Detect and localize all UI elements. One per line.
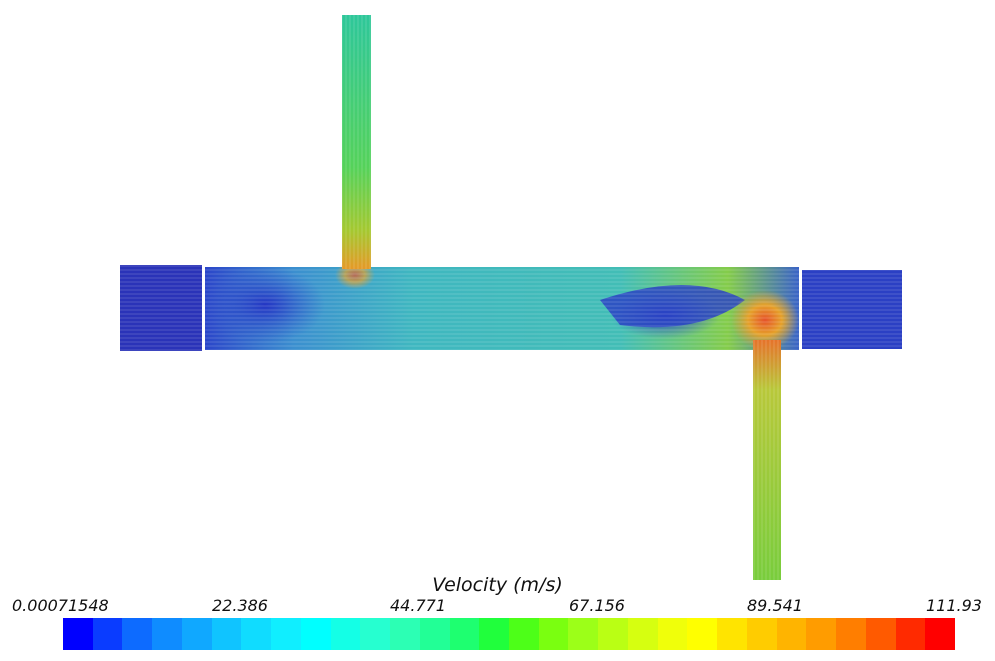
colorbar-swatch-8 xyxy=(300,618,331,650)
legend-title: Velocity (m/s) xyxy=(432,574,563,596)
colorbar-swatch-14 xyxy=(479,618,510,650)
colorbar-swatch-18 xyxy=(598,618,628,650)
legend-tick-2: 44.771 xyxy=(390,596,446,615)
velocity-colorbar xyxy=(63,618,956,650)
legend-tick-1: 22.386 xyxy=(212,596,268,615)
colorbar-swatch-21 xyxy=(687,618,718,650)
colorbar-swatch-7 xyxy=(271,618,301,650)
colorbar-swatch-25 xyxy=(806,618,837,650)
colorbar-swatch-0 xyxy=(63,618,93,650)
right-outlet-duct xyxy=(802,270,902,349)
colorbar-swatch-20 xyxy=(657,618,688,650)
colorbar-swatch-2 xyxy=(122,618,153,650)
velocity-field xyxy=(120,15,902,580)
main-duct xyxy=(205,261,799,350)
colorbar-swatch-29 xyxy=(925,618,956,650)
colorbar-swatch-28 xyxy=(895,618,926,650)
colorbar-swatch-17 xyxy=(568,618,599,650)
colorbar-swatch-5 xyxy=(211,618,242,650)
legend-tick-4: 89.541 xyxy=(747,596,803,615)
colorbar-swatch-16 xyxy=(538,618,569,650)
colorbar-swatch-11 xyxy=(390,618,420,650)
bottom-branch-pipe xyxy=(753,340,781,580)
colorbar-swatch-19 xyxy=(627,618,658,650)
colorbar-swatch-12 xyxy=(419,618,450,650)
colorbar-swatch-1 xyxy=(92,618,123,650)
left-inlet-duct xyxy=(120,265,202,351)
colorbar-swatch-24 xyxy=(776,618,807,650)
legend-tick-3: 67.156 xyxy=(569,596,625,615)
top-branch-pipe xyxy=(342,15,371,269)
colorbar-swatch-27 xyxy=(865,618,896,650)
colorbar-swatch-13 xyxy=(449,618,480,650)
colorbar-swatch-6 xyxy=(241,618,272,650)
colorbar-swatch-15 xyxy=(509,618,539,650)
colorbar-swatch-26 xyxy=(836,618,866,650)
legend-tick-0: 0.00071548 xyxy=(12,596,109,615)
colorbar-swatch-9 xyxy=(330,618,361,650)
colorbar-swatch-4 xyxy=(181,618,212,650)
colorbar-swatch-3 xyxy=(152,618,182,650)
legend-tick-5: 111.93 xyxy=(926,596,982,615)
colorbar-swatch-23 xyxy=(746,618,777,650)
colorbar-swatch-22 xyxy=(717,618,747,650)
colorbar-swatch-10 xyxy=(360,618,391,650)
